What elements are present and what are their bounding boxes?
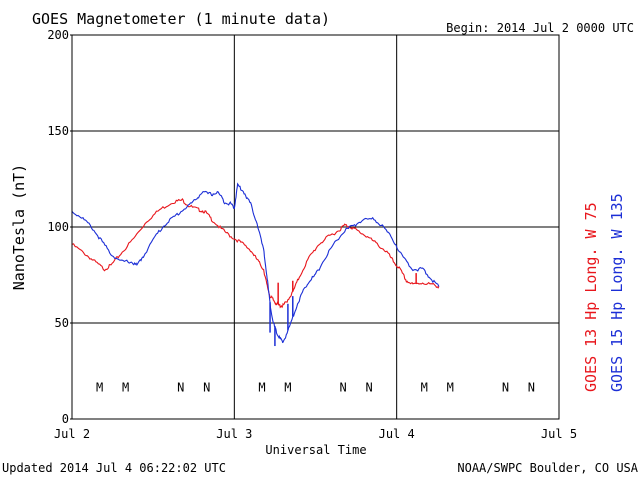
y-tick-label-1: 50 bbox=[55, 316, 69, 330]
grid bbox=[72, 35, 559, 419]
y-tick-label-3: 150 bbox=[47, 124, 69, 138]
x-tick-label-2: Jul 4 bbox=[379, 427, 415, 441]
orbit-marker-2: N bbox=[177, 380, 184, 394]
legend-goes13: GOES 13 Hp Long. W 75 bbox=[582, 202, 600, 392]
begin-time: Begin: 2014 Jul 2 0000 UTC bbox=[446, 21, 634, 35]
orbit-marker-8: M bbox=[421, 380, 428, 394]
x-tick-labels: Jul 2 Jul 3 Jul 4 Jul 5 bbox=[54, 427, 577, 441]
y-axis-label: NanoTesla (nT) bbox=[10, 164, 28, 290]
y-tick-label-4: 200 bbox=[47, 28, 69, 42]
credit: NOAA/SWPC Boulder, CO USA bbox=[457, 461, 638, 475]
updated-timestamp: Updated 2014 Jul 4 06:22:02 UTC bbox=[2, 461, 226, 475]
orbit-marker-0: M bbox=[96, 380, 103, 394]
x-axis-label: Universal Time bbox=[265, 443, 366, 457]
series-line-0 bbox=[71, 197, 440, 309]
orbit-marker-9: M bbox=[447, 380, 454, 394]
legend-goes15: GOES 15 Hp Long. W 135 bbox=[608, 193, 626, 392]
orbit-marker-10: N bbox=[502, 380, 509, 394]
orbit-marker-6: N bbox=[339, 380, 346, 394]
y-tick-label-0: 0 bbox=[62, 412, 69, 426]
orbit-marker-4: M bbox=[258, 380, 265, 394]
orbit-marker-1: M bbox=[122, 380, 129, 394]
orbit-marker-7: N bbox=[365, 380, 372, 394]
y-tick-label-2: 100 bbox=[47, 220, 69, 234]
y-tick-labels: 0 50 100 150 200 bbox=[47, 28, 72, 426]
x-tick-label-1: Jul 3 bbox=[216, 427, 252, 441]
series-line-1 bbox=[71, 182, 440, 344]
orbit-marker-5: M bbox=[284, 380, 291, 394]
x-tick-label-0: Jul 2 bbox=[54, 427, 90, 441]
chart-title: GOES Magnetometer (1 minute data) bbox=[32, 10, 330, 28]
series-lines bbox=[71, 182, 440, 347]
orbit-marker-11: N bbox=[528, 380, 535, 394]
x-tick-label-3: Jul 5 bbox=[541, 427, 577, 441]
orbit-marker-3: N bbox=[203, 380, 210, 394]
